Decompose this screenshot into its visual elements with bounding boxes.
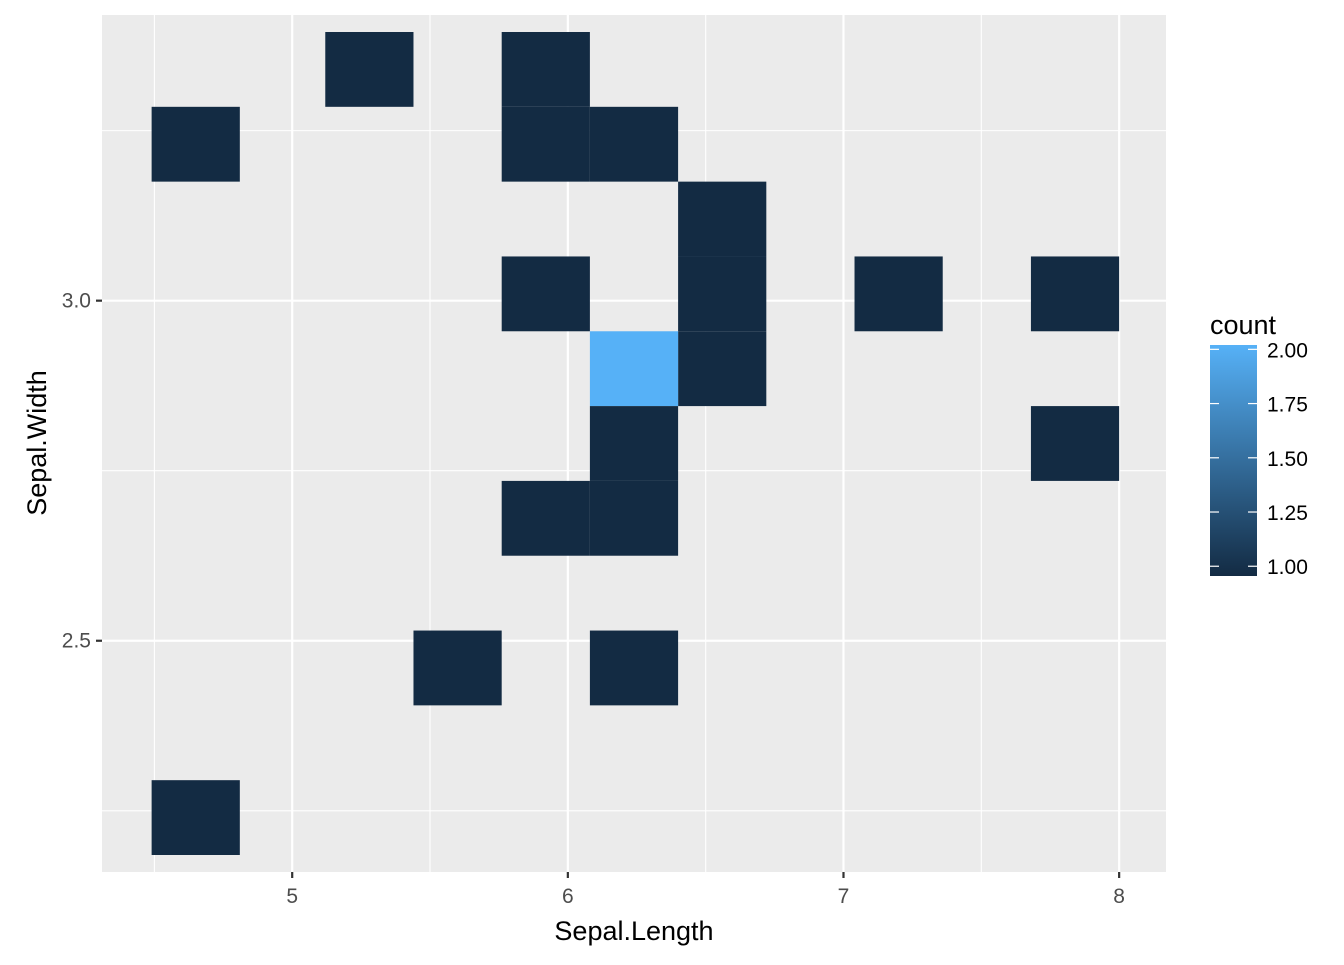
x-tick-label: 6 [562,885,574,908]
heatmap-bin [589,480,679,556]
heatmap-bin [325,32,414,107]
heatmap-bin [854,256,943,332]
color-legend: count 1.00 1.25 1.50 1.75 2.00 [1210,310,1308,579]
heatmap-bin [678,331,767,407]
legend-tick-label: 1.75 [1267,394,1308,417]
x-axis-label: Sepal.Length [554,916,713,946]
y-axis-label: Sepal.Width [22,370,52,516]
heatmap-bin [501,256,590,332]
legend-colorbar [1210,345,1257,576]
heatmap-bin [1030,406,1120,481]
legend-tick-label: 1.25 [1267,502,1308,525]
heatmap-bin [589,331,679,407]
y-tick-label: 3.0 [62,290,91,313]
x-tick-label: 7 [838,885,850,908]
legend-title: count [1210,310,1277,340]
heatmap-bin [589,106,679,182]
legend-tick-label: 2.00 [1267,339,1308,362]
legend-tick-label: 1.00 [1267,556,1308,579]
heatmap-bin [413,630,502,706]
heatmap-bin [151,780,240,855]
x-tick-label: 8 [1113,885,1125,908]
legend-ticks: 1.00 1.25 1.50 1.75 2.00 [1210,339,1308,579]
y-tick-label: 2.5 [62,630,91,653]
heatmap-bins [151,32,1120,855]
heatmap-bin [501,106,590,182]
y-axis: 2.5 3.0 [62,290,102,653]
heatmap-bin [589,630,679,706]
x-axis: 5 6 7 8 [286,872,1125,908]
heatmap-bin [151,106,240,182]
heatmap-bin [501,480,590,556]
heatmap-bin [678,256,767,332]
heatmap-bin [589,406,679,481]
legend-tick-label: 1.50 [1267,448,1308,471]
heatmap-bin [678,181,767,257]
x-tick-label: 5 [286,885,298,908]
heatmap-bin [1030,256,1120,332]
heatmap-bin [501,32,590,107]
